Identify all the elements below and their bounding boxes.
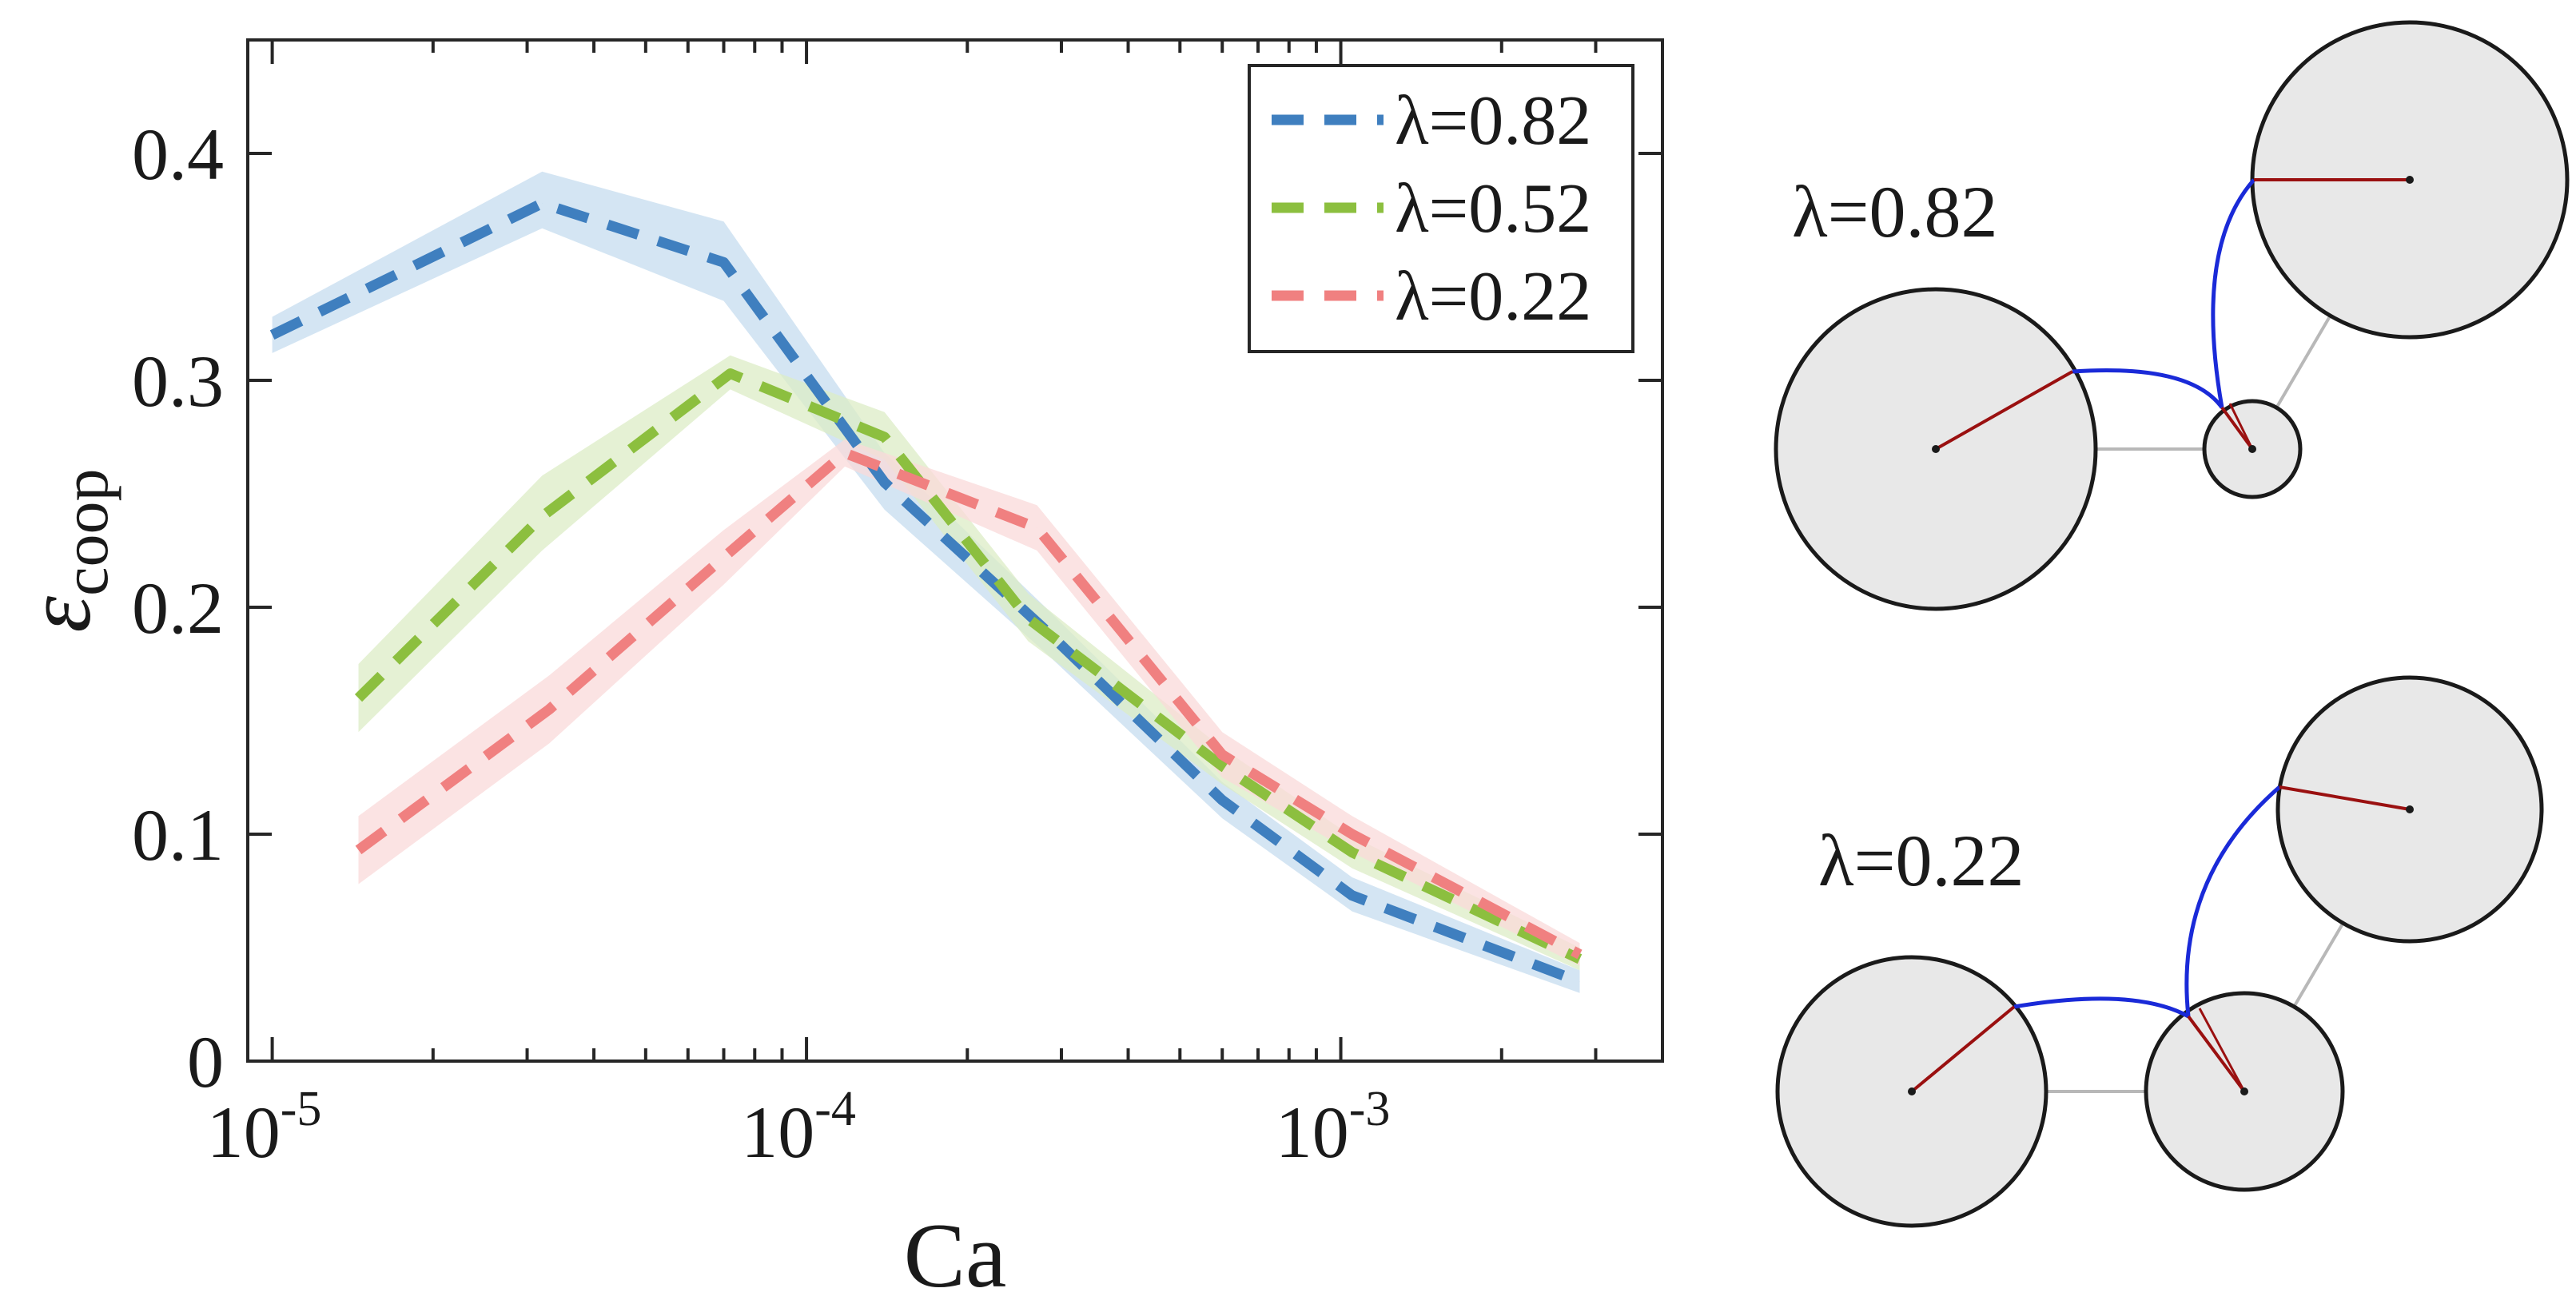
radius-line <box>2228 403 2254 450</box>
series-line-0 <box>269 198 1582 987</box>
contact-curve <box>2013 996 2190 1019</box>
series-line-2 <box>355 447 1583 960</box>
x-tick-label: 10-4 <box>741 1082 856 1173</box>
contact-curve <box>2072 368 2224 409</box>
y-axis-title-sub: coop <box>49 468 121 595</box>
radius-line <box>1935 370 2073 451</box>
plot-frame <box>246 38 1664 1063</box>
radius-line <box>2187 1015 2246 1093</box>
center-dot <box>1908 1087 1916 1095</box>
center-dot <box>2248 445 2256 453</box>
radius-line <box>2198 1008 2246 1092</box>
band-series-0 <box>272 171 1580 993</box>
center-dot <box>1932 445 1940 453</box>
schematic-top: λ=0.82 <box>1774 20 2570 611</box>
x-tick-label: 10-5 <box>207 1082 322 1173</box>
legend-label-1: λ=0.52 <box>1395 170 1591 248</box>
y-tick-label: 0.2 <box>132 567 224 649</box>
legend-label-2: λ=0.22 <box>1395 258 1591 336</box>
y-tick-label: 0.4 <box>132 113 224 195</box>
band-series-1 <box>358 355 1580 971</box>
schematic-label-bottom: λ=0.22 <box>1818 820 2025 901</box>
center-dot <box>2406 176 2414 184</box>
x-tick-label: 10-3 <box>1276 1082 1391 1173</box>
line-chart: 10-5 10-4 10-3 00.10.20.30.4 Ca εcoop λ=0.… <box>8 38 1664 1307</box>
center-dot <box>2406 805 2414 813</box>
confidence-bands <box>272 171 1580 993</box>
x-tick-labels: 10-5 10-4 10-3 <box>207 1082 1391 1173</box>
contact-curve <box>2184 785 2281 1017</box>
radius-line <box>2279 785 2411 811</box>
legend-label-0: λ=0.82 <box>1395 82 1591 160</box>
y-axis-title: εcoop <box>8 468 121 632</box>
radius-line <box>2220 406 2254 451</box>
x-tick-exponent: -3 <box>1349 1082 1391 1136</box>
contact-curve <box>2211 178 2255 408</box>
x-tick-base: 10 <box>207 1091 281 1173</box>
x-tick-exponent: -4 <box>814 1082 856 1136</box>
series-line-1 <box>354 368 1583 964</box>
legend-box <box>1248 64 1634 353</box>
y-axis-title-base: ε <box>8 596 110 633</box>
legend: λ=0.82 λ=0.52 λ=0.22 <box>1248 64 1634 353</box>
y-tick-labels: 0 0.1 0.2 0.3 0.4 <box>132 113 224 1103</box>
series-lines <box>269 198 1583 987</box>
y-tick-label: 0 <box>187 1021 224 1103</box>
x-tick-exponent: -5 <box>281 1082 322 1136</box>
center-dot <box>2240 1087 2248 1095</box>
axis-ticks <box>246 40 1664 1063</box>
x-axis-title: Ca <box>904 1205 1007 1307</box>
x-tick-base: 10 <box>1276 1091 1349 1173</box>
y-tick-label: 0.1 <box>132 794 224 876</box>
x-tick-base: 10 <box>741 1091 814 1173</box>
radius-line <box>1910 1005 2016 1093</box>
schematic-label-top: λ=0.82 <box>1792 171 1998 252</box>
particle-schematics: λ=0.82 λ=0.22 <box>1774 20 2570 1228</box>
schematic-bottom: λ=0.22 <box>1775 675 2544 1228</box>
y-tick-label: 0.3 <box>132 340 224 422</box>
